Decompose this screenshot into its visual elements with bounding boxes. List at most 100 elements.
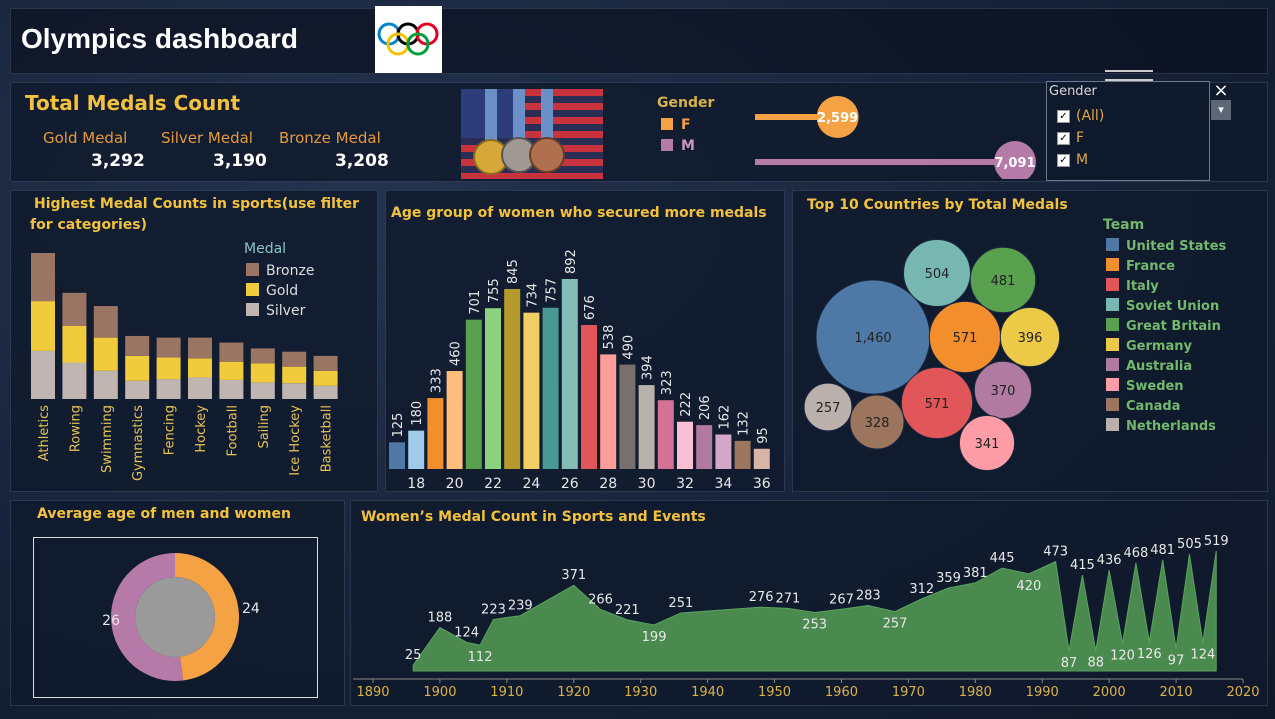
age-tick-label: 26 [561,476,579,491]
legend-item[interactable]: Germany [1106,338,1226,358]
gender-m-label: M [681,138,695,154]
area-point-label: 188 [428,611,453,626]
bar-segment-gold[interactable] [282,366,307,384]
area-point-label: 271 [776,591,801,606]
bar-segment-gold[interactable] [313,370,338,386]
bar-segment-gold[interactable] [93,337,118,371]
filter-option-all[interactable]: ✓ (All) [1057,108,1104,124]
filter-option-f[interactable]: ✓ F [1057,130,1084,146]
sports-legend-title: Medal [244,241,287,257]
bar-segment-gold[interactable] [219,361,244,380]
age-bar[interactable] [677,421,693,469]
age-bar[interactable] [753,448,770,469]
area-point-label: 519 [1204,534,1229,549]
bar-segment-bronze[interactable] [125,335,150,356]
age-bar[interactable] [408,430,425,469]
bar-segment-silver[interactable] [62,362,87,400]
bar-segment-silver[interactable] [31,350,55,399]
age-bar[interactable] [504,289,521,469]
legend-item[interactable]: Netherlands [1106,418,1226,438]
legend-item[interactable]: Australia [1106,358,1226,378]
area-point-label: 251 [668,596,693,611]
age-bar[interactable] [715,434,732,469]
country-bubble[interactable] [973,360,1033,420]
legend-item[interactable]: Canada [1106,398,1226,418]
legend-item[interactable]: France [1106,258,1226,278]
country-bubble[interactable] [900,366,974,440]
bar-segment-silver[interactable] [125,380,150,399]
filter-close-icon[interactable]: × [1213,80,1229,101]
age-bar[interactable] [542,307,559,469]
age-bar[interactable] [523,312,540,469]
bar-segment-gold[interactable] [156,357,181,380]
legend-item[interactable]: Soviet Union [1106,298,1226,318]
bar-segment-silver[interactable] [156,379,181,399]
checkbox-icon[interactable]: ✓ [1057,153,1070,167]
age-bar[interactable] [581,325,597,469]
bar-segment-gold[interactable] [250,363,275,383]
legend-item[interactable]: United States [1106,238,1226,258]
age-bar[interactable] [465,319,482,469]
bar-segment-bronze[interactable] [282,351,307,367]
x-tick-label: 1900 [423,685,456,700]
resize-handle-icon[interactable] [1105,70,1153,81]
bar-segment-bronze[interactable] [219,342,244,362]
age-bar[interactable] [600,354,617,469]
age-bar-label: 394 [641,355,656,380]
legend-item[interactable]: Italy [1106,278,1226,298]
bar-segment-gold[interactable] [31,301,55,351]
country-bubble[interactable] [849,394,905,450]
age-bar[interactable] [485,308,501,469]
age-bar[interactable] [657,400,674,469]
country-bubble[interactable] [969,246,1037,314]
bar-segment-bronze[interactable] [62,292,87,326]
bar-segment-bronze[interactable] [188,337,212,359]
age-bar[interactable] [734,440,751,469]
checkbox-icon[interactable]: ✓ [1057,109,1070,123]
bar-segment-bronze[interactable] [93,306,118,338]
bar-segment-bronze[interactable] [31,253,55,302]
checkbox-icon[interactable]: ✓ [1057,131,1070,145]
donut-frame [33,537,318,698]
age-bar[interactable] [561,279,578,469]
area-point-label: 371 [561,568,586,583]
country-bubble[interactable] [903,239,971,307]
bar-segment-silver[interactable] [93,370,118,399]
area-series[interactable] [412,550,1217,672]
legend-item[interactable]: Great Britain [1106,318,1226,338]
bar-segment-bronze[interactable] [313,355,338,371]
legend-item[interactable]: Sweden [1106,378,1226,398]
country-bubble[interactable] [803,382,853,432]
bar-segment-silver[interactable] [188,377,212,399]
bar-segment-bronze[interactable] [250,348,275,364]
age-bar[interactable] [389,442,405,469]
age-bar[interactable] [446,371,463,469]
gender-legend-f: F [661,117,691,133]
donut-label: 26 [102,613,120,629]
filter-option-m[interactable]: ✓ M [1057,152,1088,168]
bar-segment-silver[interactable] [282,383,307,399]
bar-segment-silver[interactable] [313,385,338,399]
bar-segment-gold[interactable] [188,358,212,378]
country-bubble[interactable] [958,414,1016,472]
filter-menu-icon[interactable]: ▾ [1211,100,1231,120]
countries-bubble-chart: 1,460 571 571 504 481 396 370 341 328 257 [803,239,1061,472]
gender-filter[interactable]: Gender × ▾ ✓ (All) ✓ F ✓ M [1046,80,1231,181]
olympic-rings-logo [375,6,442,73]
gender-f-label: F [681,117,691,133]
age-bar[interactable] [638,385,655,469]
legend-swatch [661,118,673,130]
bar-segment-silver[interactable] [219,379,244,399]
bubble-label: 341 [975,437,1000,452]
age-bar[interactable] [619,364,636,469]
donut-slice[interactable] [111,553,184,681]
age-bar[interactable] [427,398,444,469]
bar-segment-gold[interactable] [125,355,150,381]
age-bar[interactable] [696,425,713,469]
donut-slice[interactable] [175,553,240,681]
bar-segment-silver[interactable] [250,382,275,399]
country-bubble[interactable] [999,306,1061,368]
area-point-label: 126 [1137,647,1162,662]
bar-segment-bronze[interactable] [156,337,181,358]
bar-segment-gold[interactable] [62,326,87,363]
